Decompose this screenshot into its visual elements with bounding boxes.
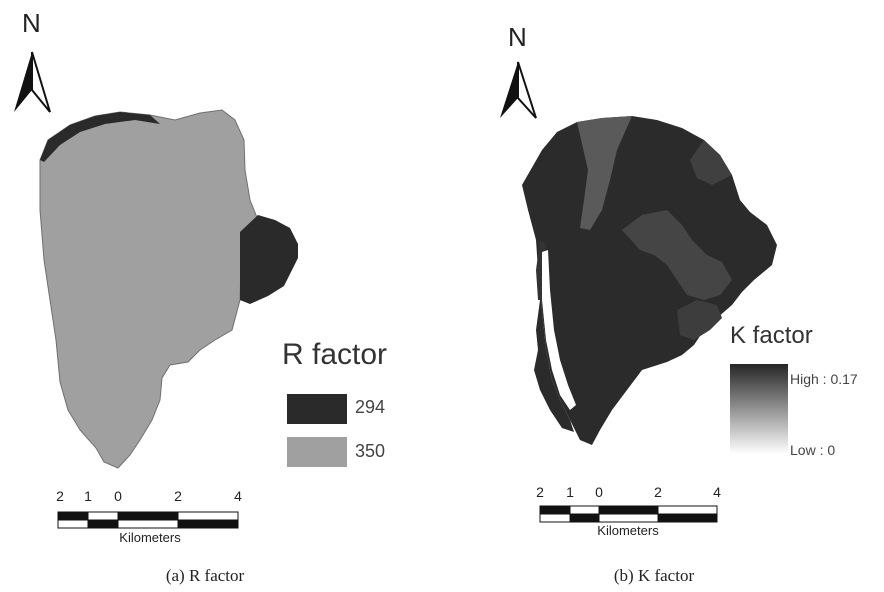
map-caption: (a) R factor [165, 566, 245, 585]
k-zone-interior-3 [690, 140, 732, 185]
k-zone-interior-2 [677, 300, 722, 340]
scale-unit-label: Kilometers [119, 530, 181, 545]
scale-tick: 2 [56, 488, 64, 504]
scale-tick: 2 [654, 484, 662, 500]
k-zone-west-lobe [534, 270, 574, 432]
r-zone-294-north [40, 112, 160, 162]
legend-high-label: High : 0.17 [790, 371, 858, 387]
north-label: N [22, 8, 41, 38]
scale-unit-label: Kilometers [597, 523, 659, 538]
scale-tick: 0 [595, 484, 603, 500]
k-factor-map [522, 116, 777, 445]
legend-label-294: 294 [355, 397, 386, 417]
scale-tick: 4 [234, 488, 242, 504]
legend-low-label: Low : 0 [790, 442, 836, 458]
scale-tick: 1 [566, 484, 574, 500]
r-factor-map [39, 109, 298, 469]
scale-tick: 2 [536, 484, 544, 500]
map-caption: (b) K factor [613, 566, 695, 585]
r-factor-map-panel: N R factor 294 350 2 1 0 2 4 Kilometers … [14, 8, 388, 585]
legend-title: K factor [730, 322, 813, 349]
scale-tick: 0 [114, 488, 122, 504]
legend-swatch-294 [287, 394, 347, 424]
scale-tick: 1 [84, 488, 92, 504]
k-zone-nodata [542, 250, 576, 410]
r-zone-350 [39, 109, 259, 469]
scale-tick: 2 [174, 488, 182, 504]
legend-title: R factor [282, 338, 388, 371]
k-zone-interior-1 [622, 210, 732, 300]
legend-swatch-350 [287, 437, 347, 467]
legend-gradient-ramp [730, 364, 788, 454]
scale-tick: 4 [713, 484, 721, 500]
r-zone-294-east [240, 215, 298, 304]
k-factor-map-panel: N K factor High : 0.17 Low : 0 2 1 0 2 4… [442, 0, 884, 592]
north-label: N [508, 22, 527, 52]
legend-label-350: 350 [355, 441, 386, 461]
k-zone-upper-band [577, 116, 632, 230]
